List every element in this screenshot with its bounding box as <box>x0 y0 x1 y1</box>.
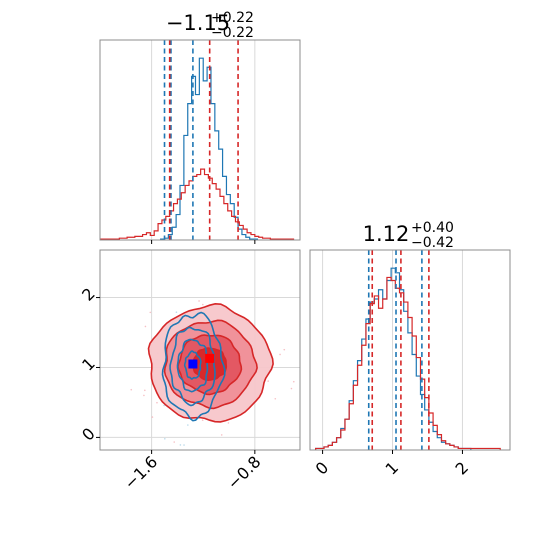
joint-panel: −1.6 −0.8 0 1 2 <box>78 249 301 493</box>
top-grid <box>151 40 256 240</box>
br-hist-layer <box>314 267 501 450</box>
marginal-top-left-panel: −1.15 +0.22 −0.22 <box>99 10 301 244</box>
top-hist-series-0 <box>160 57 259 240</box>
br-xtick-label-1: 1 <box>382 458 403 479</box>
br-title: 1.12 <box>363 222 410 246</box>
blue-contour-line-2 <box>176 338 209 393</box>
joint-xtick-label-0: −1.6 <box>120 452 161 493</box>
br-panel-frame <box>309 249 511 451</box>
br-xtick-label-2: 2 <box>451 458 472 479</box>
joint-scatter-point <box>220 434 223 436</box>
red-contour-line-0 <box>147 302 274 423</box>
joint-ytick-label-0: 0 <box>78 424 99 445</box>
joint-scatter-point <box>201 419 204 421</box>
joint-scatter-point <box>143 394 145 397</box>
blue-contour-line-1 <box>169 326 216 407</box>
br-quantile-lines <box>367 250 430 450</box>
br-hist-series-1 <box>314 276 501 450</box>
joint-scatter-point <box>187 424 189 426</box>
joint-scatter-point <box>202 303 204 306</box>
joint-scatter-point <box>164 437 166 440</box>
top-quantile-lines <box>163 40 239 240</box>
red-contour-line-2 <box>177 334 243 396</box>
joint-scatter-point <box>151 416 154 418</box>
top-panel-frame <box>99 39 301 241</box>
joint-scatter-point <box>198 300 200 302</box>
top-title-upper: +0.22 <box>211 10 254 26</box>
joint-scatter-point <box>163 404 165 407</box>
top-hist-layer <box>100 57 295 240</box>
joint-scatter-point <box>290 387 293 390</box>
top-xticks <box>151 240 256 244</box>
joint-xtick-label-1: −0.8 <box>224 452 265 493</box>
joint-scatter-point <box>179 444 182 446</box>
br-title-median: 1.12 <box>363 222 410 246</box>
red-contour-line-1 <box>163 319 258 410</box>
blue-contour-line-0 <box>161 311 226 422</box>
marginal-bottom-right-panel: 0 1 2 1.12 +0.40 −0.42 <box>309 220 511 479</box>
joint-scatter-point <box>144 325 147 328</box>
red-marker <box>205 353 215 363</box>
joint-ytick-label-2: 2 <box>78 284 99 305</box>
joint-scatter-point <box>267 380 269 382</box>
joint-scatter-point <box>130 388 133 391</box>
top-title-lower: −0.22 <box>211 25 254 41</box>
joint-y-ticks: 0 1 2 <box>78 284 100 445</box>
br-xtick-label-0: 0 <box>312 458 333 479</box>
joint-scatter-point <box>274 397 277 400</box>
top-title: −1.15 <box>166 11 230 35</box>
blue-marker <box>188 359 198 369</box>
joint-scatter-point <box>175 311 178 313</box>
joint-scatter-point <box>227 422 230 424</box>
br-title-upper: +0.40 <box>411 220 454 236</box>
br-x-ticks: 0 1 2 <box>312 450 472 479</box>
top-hist-series-1 <box>100 168 295 240</box>
br-title-lower: −0.42 <box>411 235 454 251</box>
joint-scatter-point <box>149 311 152 314</box>
joint-x-ticks: −1.6 −0.8 <box>120 450 264 493</box>
joint-markers <box>188 353 215 369</box>
joint-scatter-point <box>279 353 281 356</box>
joint-scatter-point <box>156 401 158 404</box>
joint-panel-frame <box>99 249 301 451</box>
br-hist-series-0 <box>314 267 472 450</box>
joint-scatter-point <box>144 389 146 392</box>
joint-scatter-point <box>283 348 286 351</box>
joint-contour-layer <box>147 302 274 423</box>
red-contour-fill-3 <box>192 348 227 381</box>
top-title-median: −1.15 <box>166 11 230 35</box>
joint-scatter-point <box>183 444 185 446</box>
joint-ytick-label-1: 1 <box>78 354 99 375</box>
blue-contour-line-3 <box>183 350 202 380</box>
joint-scatter-point <box>292 380 295 383</box>
br-grid <box>322 250 463 450</box>
joint-scatter-point <box>173 441 176 443</box>
